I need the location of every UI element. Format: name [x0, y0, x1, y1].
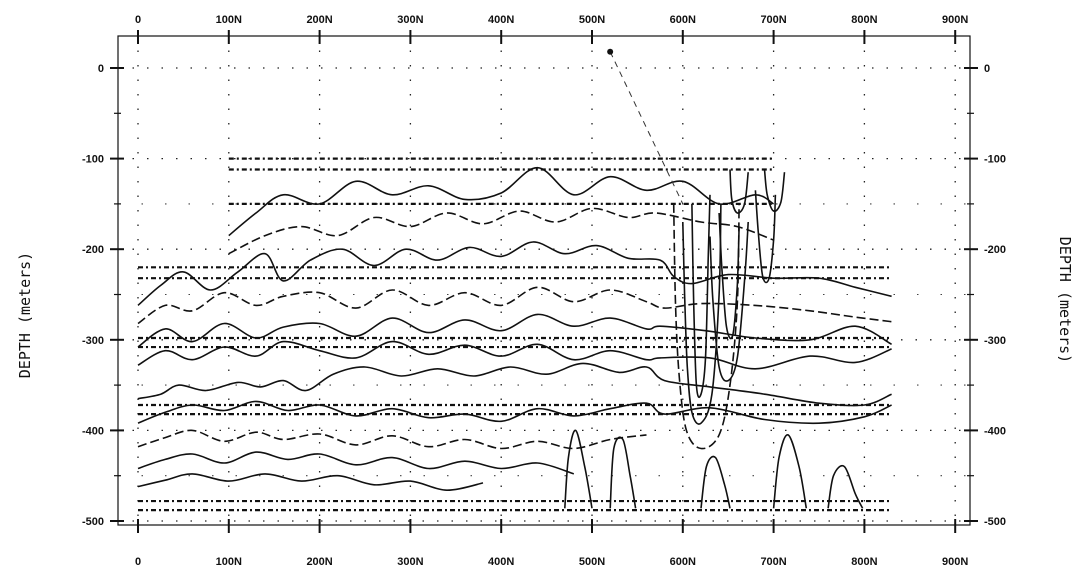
x-tick-label-bottom: 200N: [306, 556, 332, 568]
plot-area-frame: [117, 35, 971, 526]
contour-line: [729, 169, 749, 214]
y-tick-label-right: -200: [984, 244, 1006, 256]
contour-line: [137, 451, 575, 475]
x-tick-label-top: 700N: [760, 14, 786, 26]
y-tick-label-left: -200: [82, 244, 104, 256]
annotation-marker: [607, 48, 614, 55]
contour-line: [137, 241, 892, 307]
contour-line: [700, 455, 731, 509]
contour-line-dashed: [672, 203, 740, 450]
x-tick-label-bottom: 700N: [760, 556, 786, 568]
y-tick-label-right: -100: [984, 154, 1006, 166]
contour-line-dashed: [137, 429, 647, 450]
y-tick-label-right: -300: [984, 335, 1006, 347]
x-tick-label-top: 0: [135, 14, 141, 26]
contour-line: [691, 194, 711, 399]
contour-line: [709, 221, 749, 382]
x-tick-label-top: 900N: [942, 14, 968, 26]
x-tick-label-bottom: 0: [135, 556, 141, 568]
contour-line: [137, 313, 892, 348]
y-tick-label-right: -400: [984, 425, 1006, 437]
x-tick-label-top: 600N: [670, 14, 696, 26]
contour-line: [564, 429, 593, 509]
x-tick-label-top: 400N: [488, 14, 514, 26]
x-tick-label-bottom: 500N: [579, 556, 605, 568]
x-tick-label-bottom: 600N: [670, 556, 696, 568]
y-tick-label-left: -100: [82, 154, 104, 166]
x-tick-label-top: 100N: [216, 14, 242, 26]
contour-line: [137, 400, 892, 425]
y-axis-title-left: DEPTH (meters): [16, 252, 34, 378]
y-tick-label-right: 0: [984, 63, 990, 75]
contour-line: [228, 166, 775, 237]
y-axis-title-right: DEPTH (meters): [1056, 237, 1074, 363]
grid-lines: [118, 36, 970, 525]
x-tick-label-bottom: 400N: [488, 556, 514, 568]
y-tick-label-left: -300: [82, 335, 104, 347]
y-tick-label-right: -500: [984, 516, 1006, 528]
contour-line: [827, 464, 864, 509]
y-tick-label-left: -500: [82, 516, 104, 528]
x-tick-label-bottom: 300N: [397, 556, 423, 568]
x-tick-label-top: 500N: [579, 14, 605, 26]
contour-line-dashed: [228, 207, 774, 255]
contour-line: [137, 473, 484, 492]
x-tick-label-top: 300N: [397, 14, 423, 26]
contour-line: [137, 362, 892, 407]
contour-line: [772, 434, 808, 509]
y-tick-label-left: -400: [82, 425, 104, 437]
contour-line: [137, 340, 892, 370]
y-tick-label-left: 0: [98, 63, 104, 75]
x-tick-label-bottom: 100N: [216, 556, 242, 568]
contour-line-dashed: [137, 286, 892, 325]
x-tick-label-top: 200N: [306, 14, 332, 26]
contour-line: [609, 436, 637, 509]
x-tick-label-top: 800N: [851, 14, 877, 26]
contour-line: [682, 203, 722, 425]
x-tick-label-bottom: 800N: [851, 556, 877, 568]
axis-ticks-and-labels: 0 0 100N 100N 200N 200N 300N 300N 400N 400N 500N 50…: [82, 14, 1006, 568]
contour-line: [763, 169, 786, 213]
x-tick-label-bottom: 900N: [942, 556, 968, 568]
contour-line-group: [137, 48, 892, 509]
contour-line: [754, 190, 777, 284]
